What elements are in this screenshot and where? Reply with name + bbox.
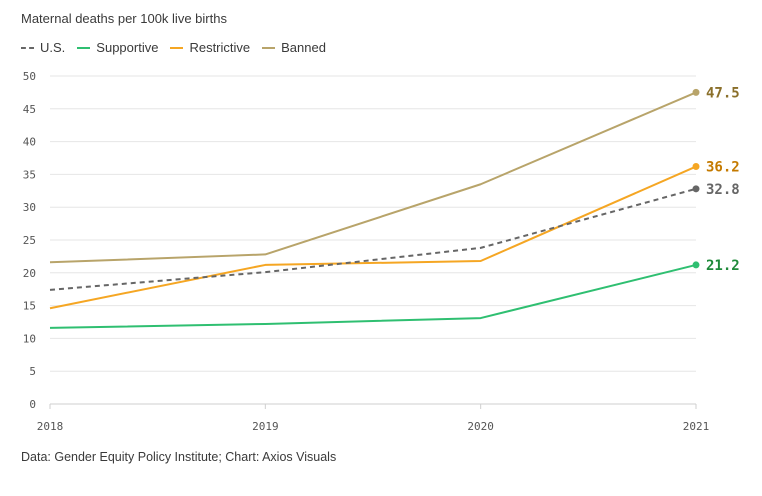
legend-item-banned: Banned — [262, 40, 326, 55]
source-note: Data: Gender Equity Policy Institute; Ch… — [21, 450, 337, 464]
y-tick-label: 35 — [23, 168, 36, 181]
series-line-us — [49, 187, 697, 291]
end-point-supportive — [692, 261, 700, 269]
y-tick-label: 45 — [23, 103, 36, 116]
legend-label-supportive: Supportive — [96, 40, 159, 55]
gridlines — [50, 75, 696, 405]
end-label-supportive: 21.2 — [706, 258, 740, 274]
legend-item-restrictive: Restrictive — [170, 40, 250, 55]
legend-item-us: U.S. — [21, 40, 65, 55]
x-axis: 2018 2019 2020 2021 — [37, 404, 710, 433]
end-labels: 32.8 21.2 36.2 47.5 — [706, 85, 740, 274]
y-tick-label: 0 — [29, 398, 36, 411]
x-tick-label: 2018 — [37, 420, 64, 433]
legend-item-supportive: Supportive — [77, 40, 158, 55]
end-label-us: 32.8 — [706, 182, 740, 198]
y-tick-label: 10 — [23, 332, 36, 345]
end-points — [692, 88, 700, 269]
chart-subtitle: Maternal deaths per 100k live births — [21, 11, 227, 26]
x-tick-label: 2020 — [467, 420, 494, 433]
y-tick-label: 40 — [23, 136, 36, 149]
legend-swatch-banned — [262, 46, 276, 49]
series-line-banned — [49, 91, 697, 264]
series-lines — [49, 91, 697, 329]
chart-legend: U.S. Supportive Restrictive Banned — [21, 40, 338, 55]
x-tick-label: 2019 — [252, 420, 279, 433]
end-point-us — [692, 185, 700, 193]
legend-label-restrictive: Restrictive — [189, 40, 251, 55]
legend-label-us: U.S. — [40, 40, 66, 55]
end-label-restrictive: 36.2 — [706, 160, 740, 176]
x-tick-label: 2021 — [683, 420, 710, 433]
legend-swatch-us — [21, 46, 34, 49]
series-line-restrictive — [49, 165, 697, 310]
series-line-supportive — [49, 263, 697, 329]
y-tick-label: 20 — [23, 267, 36, 280]
y-axis: 0 5 10 15 20 25 30 35 40 45 50 — [23, 70, 36, 411]
end-point-restrictive — [692, 163, 700, 171]
end-label-banned: 47.5 — [706, 85, 740, 101]
y-tick-label: 30 — [23, 201, 36, 214]
end-point-banned — [692, 88, 700, 96]
y-tick-label: 25 — [23, 234, 36, 247]
legend-swatch-restrictive — [170, 46, 184, 49]
y-tick-label: 5 — [29, 365, 36, 378]
y-tick-label: 50 — [23, 70, 36, 83]
legend-label-banned: Banned — [281, 40, 326, 55]
legend-swatch-supportive — [77, 46, 91, 49]
y-tick-label: 15 — [23, 300, 36, 313]
